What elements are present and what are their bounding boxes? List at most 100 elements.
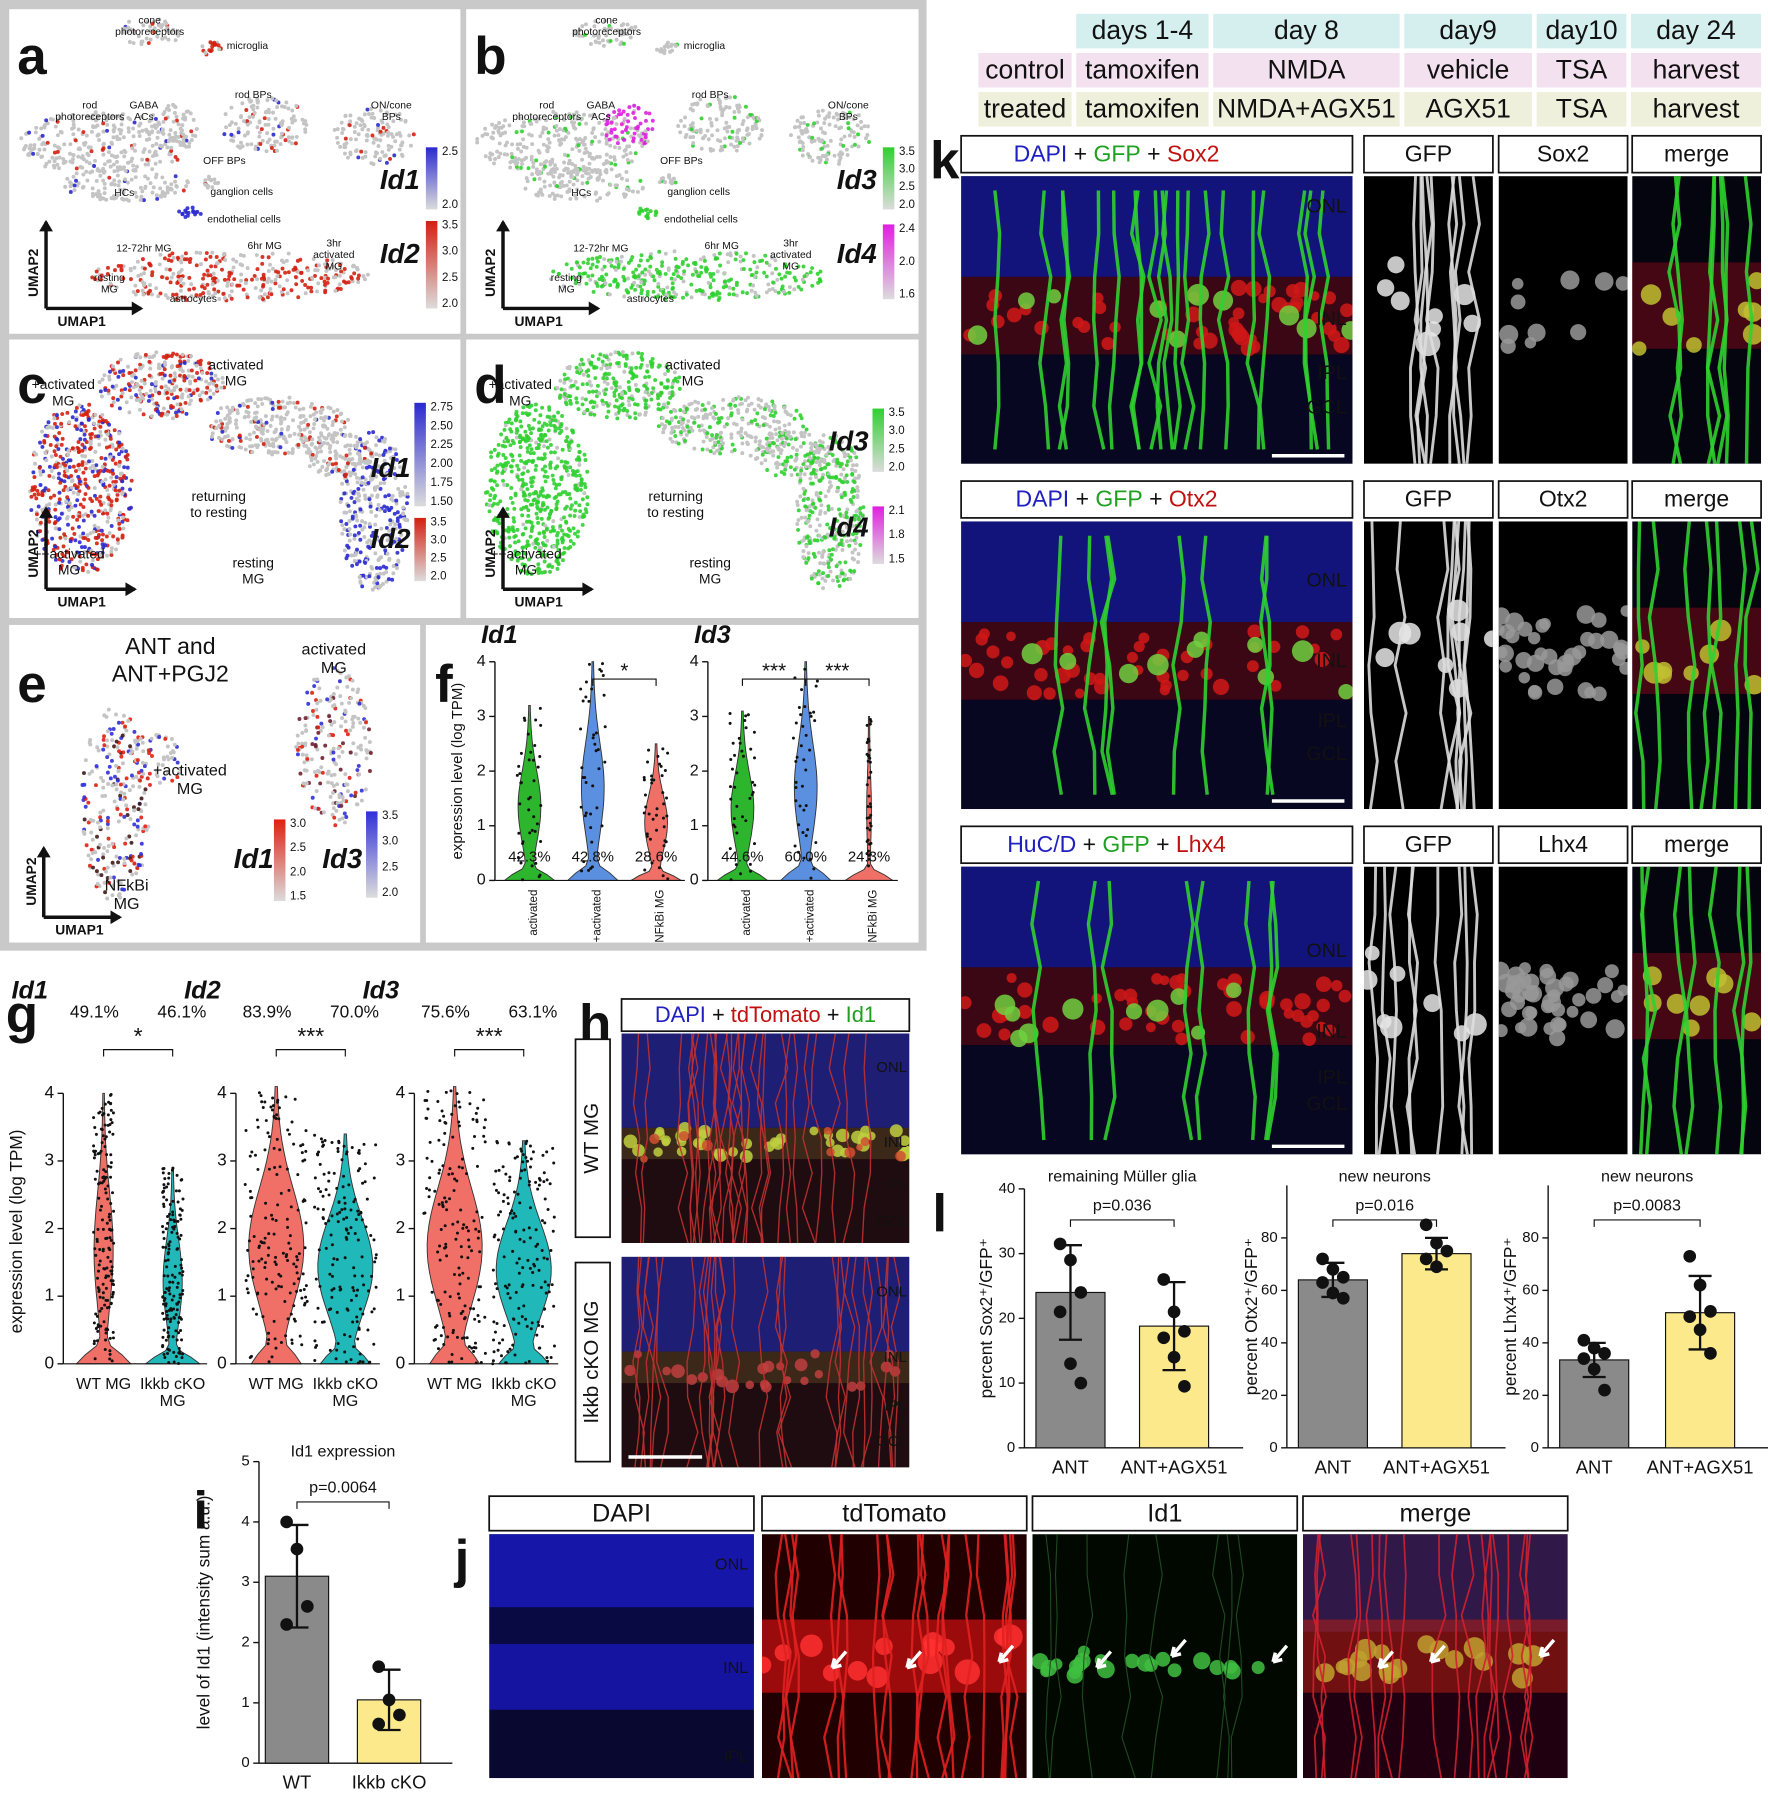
cluster-label: microglia	[227, 41, 269, 52]
decoration	[497, 443, 501, 447]
decoration	[488, 498, 492, 502]
decoration	[128, 117, 132, 121]
decoration	[133, 143, 137, 147]
decoration	[355, 121, 359, 125]
decoration	[65, 495, 69, 499]
decoration	[726, 416, 730, 420]
decoration	[504, 456, 508, 460]
decoration	[810, 266, 814, 270]
decoration	[239, 273, 243, 277]
decoration	[260, 402, 264, 406]
decoration	[556, 411, 560, 415]
panel-letter: b	[474, 27, 506, 86]
decoration	[555, 502, 559, 506]
decoration	[96, 568, 100, 572]
panel-letter: j	[454, 1530, 470, 1589]
decoration	[531, 426, 535, 430]
decoration	[152, 185, 156, 189]
decoration	[223, 258, 227, 262]
decoration	[563, 546, 567, 550]
decoration	[364, 150, 368, 154]
decoration	[222, 132, 226, 136]
decoration	[357, 499, 361, 503]
decoration	[270, 437, 274, 441]
decoration	[122, 135, 126, 139]
decoration	[163, 363, 167, 367]
decoration	[69, 539, 73, 543]
decoration	[97, 533, 101, 537]
decoration	[534, 468, 538, 472]
decoration	[732, 292, 736, 296]
decoration	[818, 139, 822, 143]
decoration	[493, 518, 497, 522]
decoration	[514, 492, 518, 496]
decoration	[867, 140, 871, 144]
decoration	[821, 109, 825, 113]
decoration	[625, 125, 629, 129]
decoration	[55, 438, 59, 442]
decoration	[496, 470, 500, 474]
decoration	[65, 469, 69, 473]
decoration	[352, 553, 356, 557]
decoration	[357, 494, 361, 498]
decoration	[733, 116, 737, 120]
decoration	[528, 520, 532, 524]
decoration	[129, 395, 133, 399]
cluster-label: 6hr MG	[247, 241, 282, 252]
decoration	[609, 155, 613, 159]
decoration	[647, 393, 651, 397]
decoration	[109, 503, 113, 507]
decoration	[259, 289, 263, 293]
decoration	[148, 367, 152, 371]
decoration	[273, 281, 277, 285]
decoration	[489, 455, 493, 459]
decoration	[521, 533, 525, 537]
decoration	[530, 172, 534, 176]
decoration	[214, 384, 218, 388]
decoration	[543, 185, 547, 189]
decoration	[335, 440, 339, 444]
decoration	[110, 196, 114, 200]
decoration	[240, 263, 244, 267]
decoration	[536, 456, 540, 460]
decoration	[91, 194, 95, 198]
decoration	[706, 104, 710, 108]
decoration	[175, 353, 179, 357]
decoration	[678, 130, 682, 134]
decoration	[101, 533, 105, 537]
decoration	[271, 252, 275, 256]
decoration	[353, 130, 357, 134]
decoration	[487, 503, 491, 507]
decoration	[694, 270, 698, 274]
decoration	[640, 352, 644, 356]
decoration	[553, 428, 557, 432]
decoration	[31, 152, 35, 156]
decoration	[274, 117, 278, 121]
decoration	[803, 274, 807, 278]
decoration	[294, 405, 298, 409]
decoration	[203, 183, 207, 187]
cluster-label: MG	[242, 571, 264, 587]
decoration	[173, 371, 177, 375]
decoration	[96, 191, 100, 195]
cluster-label: cone	[138, 15, 161, 26]
decoration	[53, 435, 57, 439]
decoration	[691, 141, 695, 145]
decoration	[118, 406, 122, 410]
decoration	[670, 49, 674, 53]
decoration	[187, 395, 191, 399]
decoration	[690, 402, 694, 406]
decoration	[602, 44, 606, 48]
decoration	[727, 292, 731, 296]
decoration	[501, 479, 505, 483]
decoration	[349, 496, 353, 500]
decoration	[488, 509, 492, 513]
decoration	[280, 132, 284, 136]
decoration	[748, 268, 752, 272]
decoration	[316, 450, 320, 454]
decoration	[74, 138, 78, 142]
decoration	[703, 259, 707, 263]
decoration	[389, 145, 393, 149]
decoration	[111, 135, 115, 139]
decoration	[503, 131, 507, 135]
